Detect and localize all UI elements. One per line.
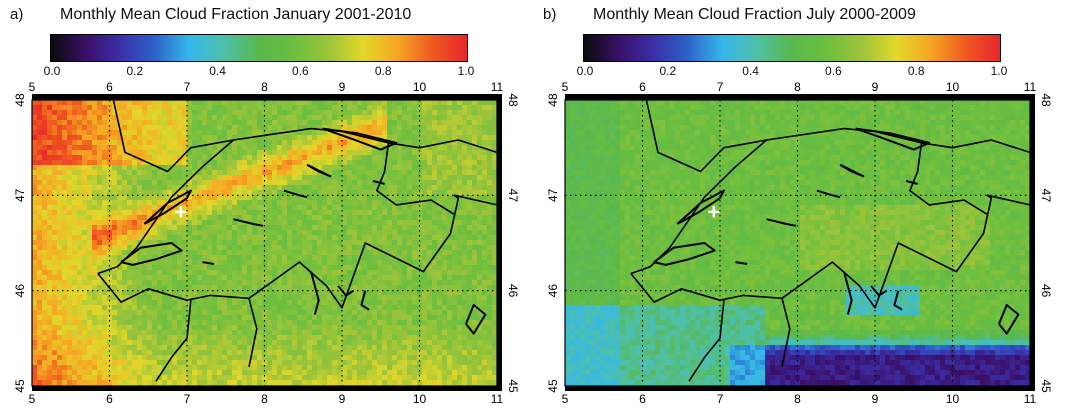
map-frame-bottom bbox=[32, 386, 497, 391]
lon-tick-label: 11 bbox=[491, 392, 504, 405]
lon-tick-label: 7 bbox=[717, 80, 724, 94]
panel-title: Monthly Mean Cloud Fraction January 2001… bbox=[60, 6, 411, 24]
map-frame-right bbox=[497, 94, 502, 391]
lon-tick-label: 8 bbox=[794, 80, 801, 94]
lon-tick-label: 6 bbox=[639, 392, 646, 405]
lon-tick-label: 7 bbox=[184, 392, 191, 405]
lon-tick-label: 10 bbox=[413, 392, 427, 405]
colorbar-tick-label: 1.0 bbox=[991, 64, 1008, 78]
colorbar-tick-label: 0.4 bbox=[742, 64, 759, 78]
colorbar-tick-label: 0.4 bbox=[209, 64, 226, 78]
lon-tick-label: 10 bbox=[413, 80, 427, 94]
lon-tick-label: 9 bbox=[339, 392, 346, 405]
colorbar-tick-label: 0.2 bbox=[659, 64, 676, 78]
lat-tick-label: 46 bbox=[546, 284, 560, 298]
lat-tick-label: 45 bbox=[13, 379, 27, 393]
colorbar-tick-label: 0.6 bbox=[292, 64, 309, 78]
lon-tick-label: 8 bbox=[794, 392, 801, 405]
lon-tick-label: 11 bbox=[1024, 80, 1037, 94]
lat-tick-label: 46 bbox=[1039, 284, 1053, 298]
lat-tick-label: 47 bbox=[506, 189, 520, 203]
lon-tick-label: 11 bbox=[1024, 392, 1037, 405]
lon-tick-label: 10 bbox=[946, 80, 960, 94]
lat-tick-label: 45 bbox=[506, 379, 520, 393]
map-frame-top bbox=[565, 94, 1030, 100]
lon-tick-label: 5 bbox=[29, 392, 36, 405]
lon-tick-label: 9 bbox=[872, 392, 879, 405]
colorbar-tick-label: 0.8 bbox=[908, 64, 925, 78]
panel-a: a) Monthly Mean Cloud Fraction January 2… bbox=[0, 0, 532, 405]
lat-tick-label: 48 bbox=[1039, 93, 1053, 107]
lon-tick-label: 10 bbox=[946, 392, 960, 405]
station-marker: + bbox=[174, 199, 187, 224]
lat-tick-label: 45 bbox=[546, 379, 560, 393]
lat-tick-label: 45 bbox=[1039, 379, 1053, 393]
colorbar-tick-label: 0.6 bbox=[825, 64, 842, 78]
lat-tick-label: 48 bbox=[506, 93, 520, 107]
lat-tick-label: 47 bbox=[13, 188, 27, 202]
panel-b: b) Monthly Mean Cloud Fraction July 2000… bbox=[533, 0, 1065, 405]
lon-tick-label: 11 bbox=[491, 80, 504, 94]
map-frame-top bbox=[32, 94, 497, 100]
colorbar bbox=[50, 34, 468, 62]
lon-tick-label: 5 bbox=[29, 80, 36, 94]
colorbar-tick-label: 0.0 bbox=[44, 64, 61, 78]
lon-tick-label: 5 bbox=[562, 80, 569, 94]
lat-tick-label: 46 bbox=[13, 284, 27, 298]
lon-tick-label: 5 bbox=[562, 392, 569, 405]
lat-tick-label: 48 bbox=[546, 93, 560, 107]
colorbar-tick-label: 1.0 bbox=[458, 64, 475, 78]
panel-title: Monthly Mean Cloud Fraction July 2000-20… bbox=[593, 6, 916, 24]
lon-tick-label: 8 bbox=[261, 392, 268, 405]
colorbar-tick-label: 0.2 bbox=[126, 64, 143, 78]
colorbar-tick-label: 0.8 bbox=[375, 64, 392, 78]
lon-tick-label: 8 bbox=[261, 80, 268, 94]
lat-tick-label: 47 bbox=[546, 188, 560, 202]
colorbar bbox=[583, 34, 1001, 62]
lat-tick-label: 46 bbox=[506, 284, 520, 298]
lon-tick-label: 6 bbox=[106, 80, 113, 94]
panel-letter: a) bbox=[10, 6, 23, 23]
lon-tick-label: 9 bbox=[872, 80, 879, 94]
map-frame-bottom bbox=[565, 386, 1030, 391]
lon-tick-label: 7 bbox=[717, 392, 724, 405]
panel-letter: b) bbox=[543, 6, 556, 23]
lon-tick-label: 7 bbox=[184, 80, 191, 94]
map-frame-right bbox=[1030, 94, 1035, 391]
lon-tick-label: 9 bbox=[339, 80, 346, 94]
colorbar-tick-label: 0.0 bbox=[577, 64, 594, 78]
lat-tick-label: 47 bbox=[1039, 189, 1053, 203]
station-marker: + bbox=[707, 199, 720, 224]
lat-tick-label: 48 bbox=[13, 93, 27, 107]
lon-tick-label: 6 bbox=[106, 392, 113, 405]
lon-tick-label: 6 bbox=[639, 80, 646, 94]
